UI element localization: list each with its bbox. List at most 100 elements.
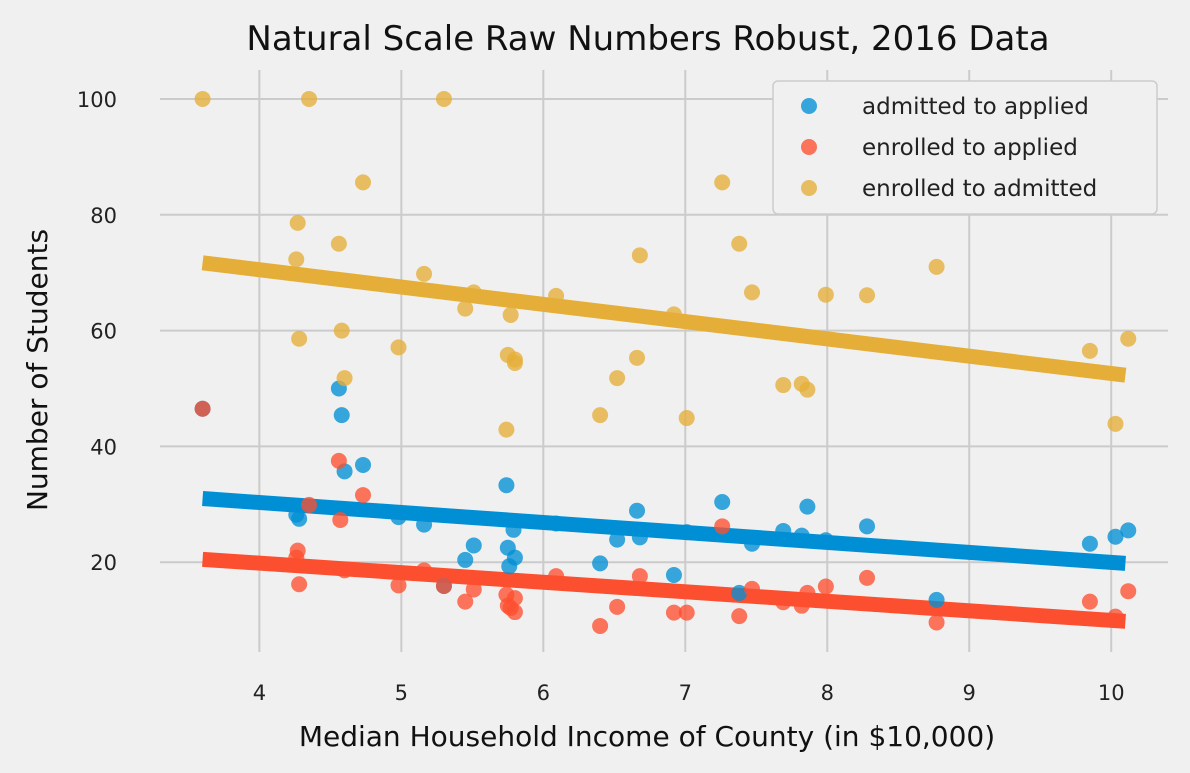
trend-line-admitted-to-applied (202, 491, 1126, 571)
point-admitted-to-applied (416, 516, 433, 533)
x-tick-label: 6 (537, 681, 550, 705)
point-enrolled-to-applied (817, 578, 834, 595)
point-admitted-to-applied (665, 566, 682, 583)
point-enrolled-to-admitted (506, 351, 523, 368)
point-admitted-to-applied (731, 584, 748, 601)
point-enrolled-to-applied (416, 562, 433, 579)
point-enrolled-to-admitted (775, 377, 792, 394)
point-enrolled-to-applied (194, 400, 211, 417)
point-admitted-to-applied (498, 477, 515, 494)
point-enrolled-to-admitted (859, 287, 876, 304)
point-enrolled-to-admitted (665, 306, 682, 323)
x-tick-label: 8 (821, 681, 834, 705)
point-enrolled-to-admitted (457, 300, 474, 317)
point-admitted-to-applied (291, 510, 308, 527)
point-admitted-to-applied (609, 531, 626, 548)
point-admitted-to-applied (548, 515, 565, 532)
point-enrolled-to-applied (301, 496, 318, 513)
point-enrolled-to-admitted (817, 286, 834, 303)
point-admitted-to-applied (817, 532, 834, 549)
trend-line-enrolled-to-admitted (201, 255, 1127, 383)
point-admitted-to-applied (799, 498, 816, 515)
y-tick-label: 20 (90, 551, 117, 575)
point-enrolled-to-admitted (194, 90, 211, 107)
x-tick-label: 5 (395, 681, 408, 705)
point-enrolled-to-admitted (289, 214, 306, 231)
point-enrolled-to-applied (289, 542, 306, 559)
point-admitted-to-applied (775, 522, 792, 539)
point-enrolled-to-applied (435, 577, 452, 594)
point-enrolled-to-admitted (355, 174, 372, 191)
point-enrolled-to-applied (291, 576, 308, 593)
point-enrolled-to-admitted (1081, 342, 1098, 359)
trend-line-enrolled-to-applied (202, 551, 1126, 629)
point-admitted-to-applied (457, 551, 474, 568)
point-enrolled-to-admitted (301, 90, 318, 107)
x-tick-label: 7 (679, 681, 692, 705)
point-enrolled-to-admitted (291, 330, 308, 347)
y-tick-label: 80 (90, 204, 117, 228)
legend-marker-admitted-to-applied (801, 98, 817, 114)
point-enrolled-to-applied (731, 608, 748, 625)
x-axis-label: Median Household Income of County (in $1… (299, 720, 995, 753)
point-enrolled-to-admitted (592, 407, 609, 424)
legend-marker-enrolled-to-admitted (801, 180, 817, 196)
x-tick-label: 9 (963, 681, 976, 705)
point-enrolled-to-applied (336, 562, 353, 579)
point-enrolled-to-applied (744, 580, 761, 597)
point-enrolled-to-applied (678, 604, 695, 621)
point-admitted-to-applied (744, 535, 761, 552)
point-admitted-to-applied (1120, 522, 1137, 539)
y-tick-label: 40 (90, 435, 117, 459)
point-enrolled-to-applied (859, 569, 876, 586)
point-admitted-to-applied (714, 494, 731, 511)
point-enrolled-to-admitted (330, 235, 347, 252)
point-enrolled-to-applied (928, 614, 945, 631)
point-enrolled-to-applied (355, 487, 372, 504)
point-admitted-to-applied (506, 549, 523, 566)
legend-label-enrolled-to-applied: enrolled to applied (862, 135, 1078, 161)
point-enrolled-to-admitted (333, 322, 350, 339)
point-enrolled-to-applied (631, 568, 648, 585)
point-enrolled-to-admitted (336, 370, 353, 387)
point-enrolled-to-applied (665, 604, 682, 621)
legend: admitted to applied enrolled to applied en… (772, 80, 1158, 215)
point-enrolled-to-applied (592, 617, 609, 634)
point-enrolled-to-admitted (629, 349, 646, 366)
point-enrolled-to-applied (1081, 593, 1098, 610)
point-enrolled-to-applied (548, 568, 565, 585)
y-axis-label: Number of Students (21, 229, 54, 511)
point-admitted-to-applied (592, 555, 609, 572)
point-enrolled-to-admitted (928, 258, 945, 275)
point-admitted-to-applied (390, 509, 407, 526)
point-enrolled-to-admitted (502, 306, 519, 323)
point-enrolled-to-admitted (390, 339, 407, 356)
point-enrolled-to-applied (1107, 608, 1124, 625)
y-tick-label: 100 (77, 88, 117, 112)
point-enrolled-to-admitted (714, 174, 731, 191)
legend-label-admitted-to-applied: admitted to applied (862, 94, 1089, 120)
point-admitted-to-applied (629, 502, 646, 519)
point-enrolled-to-admitted (678, 410, 695, 427)
point-enrolled-to-admitted (799, 381, 816, 398)
point-enrolled-to-applied (390, 577, 407, 594)
legend-label-enrolled-to-admitted: enrolled to admitted (862, 176, 1097, 202)
trend-lines (201, 255, 1127, 629)
point-admitted-to-applied (928, 591, 945, 608)
y-tick-label: 60 (90, 320, 117, 344)
point-admitted-to-applied (859, 518, 876, 535)
point-admitted-to-applied (505, 521, 522, 538)
legend-marker-enrolled-to-applied (801, 139, 817, 155)
legend-box (772, 80, 1158, 215)
point-admitted-to-applied (793, 527, 810, 544)
point-enrolled-to-admitted (416, 265, 433, 282)
point-enrolled-to-applied (1120, 583, 1137, 600)
point-enrolled-to-admitted (435, 90, 452, 107)
point-admitted-to-applied (465, 537, 482, 554)
point-admitted-to-applied (333, 407, 350, 424)
point-enrolled-to-applied (457, 593, 474, 610)
point-enrolled-to-admitted (609, 370, 626, 387)
point-enrolled-to-applied (775, 594, 792, 611)
